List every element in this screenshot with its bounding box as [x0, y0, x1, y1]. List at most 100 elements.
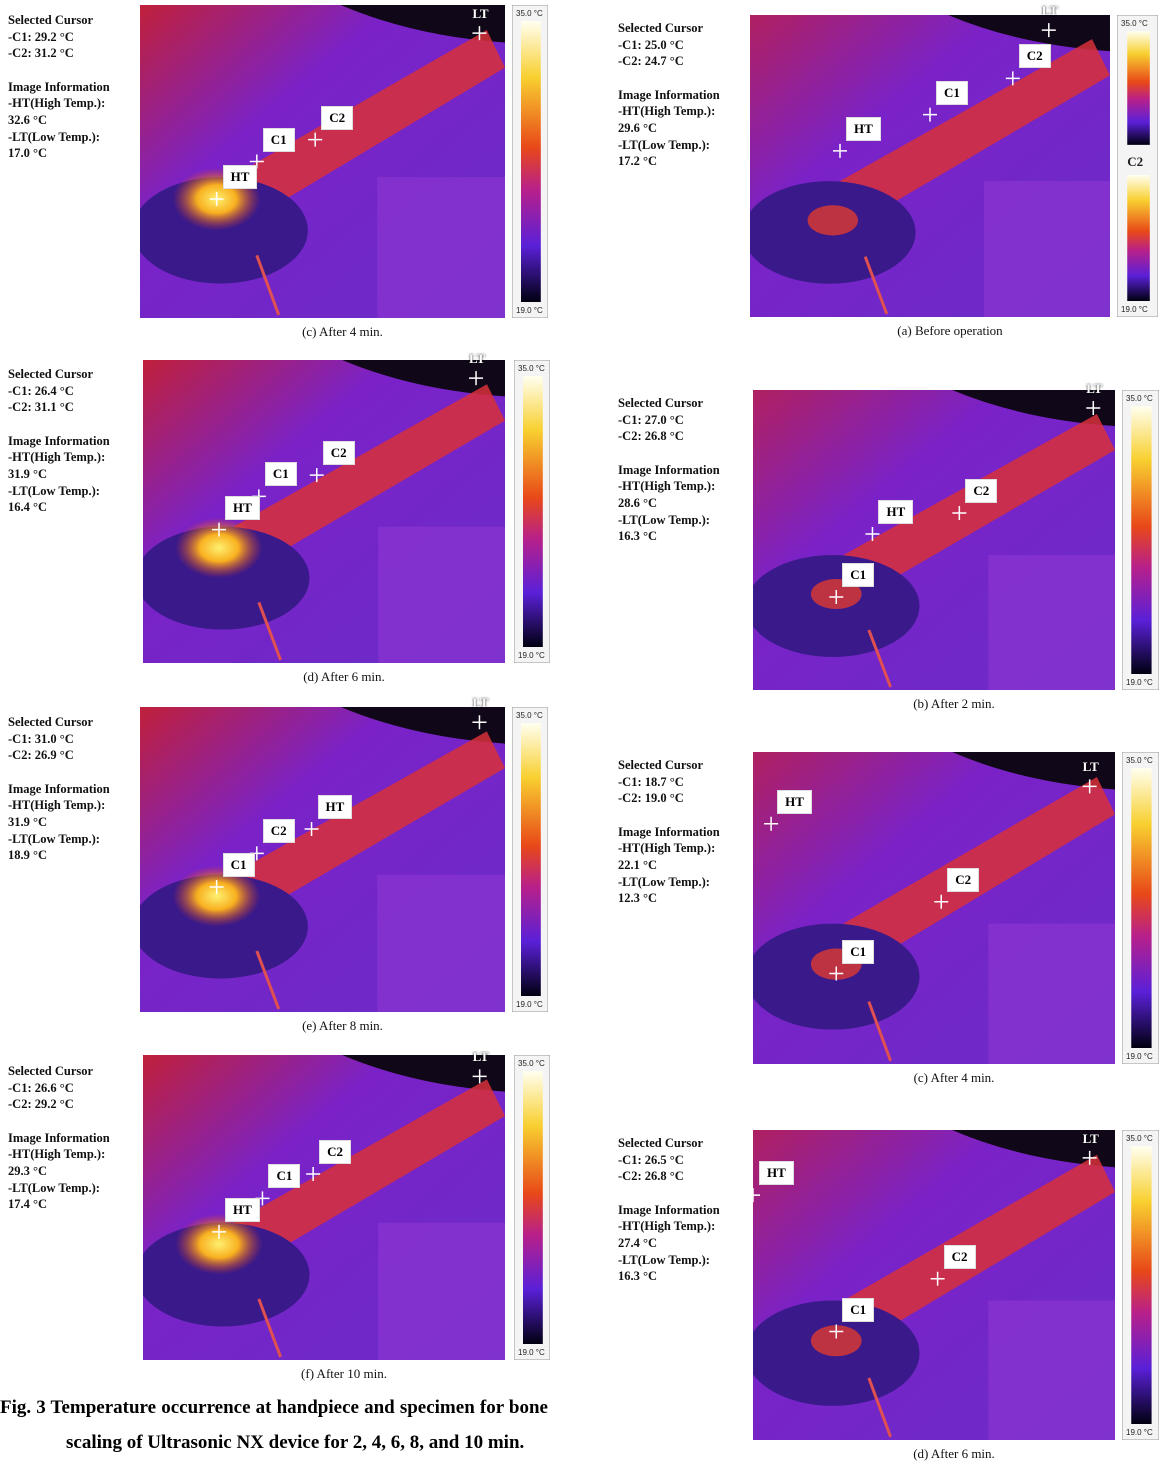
panel-caption: (a) Before operation [800, 323, 1100, 339]
marker-label: C2 [947, 868, 979, 892]
info-line: -HT(High Temp.): [618, 478, 720, 495]
info-line: 17.4 °C [8, 1196, 110, 1213]
info-line: Image Information [8, 1130, 110, 1147]
info-line: -C1: 27.0 °C [618, 412, 720, 429]
scale-min: 19.0 °C [516, 1000, 543, 1009]
panel-caption: (d) After 6 min. [194, 669, 494, 685]
scale-min: 19.0 °C [518, 651, 545, 660]
info-line: Selected Cursor [618, 395, 720, 412]
info-line: Image Information [8, 79, 110, 96]
marker-label: HT [318, 795, 353, 819]
marker-label: HT [759, 1161, 794, 1185]
colorbar [512, 5, 548, 318]
panel-caption: (c) After 4 min. [804, 1070, 1104, 1086]
colorbar [1122, 752, 1159, 1064]
info-line: -HT(High Temp.): [618, 1218, 720, 1235]
info-line: 18.9 °C [8, 847, 110, 864]
info-line: -C2: 26.9 °C [8, 747, 110, 764]
panel-caption: (d) After 6 min. [804, 1446, 1104, 1462]
info-line: -C2: 31.2 °C [8, 45, 110, 62]
thermal-image [140, 707, 505, 1012]
info-line: 16.3 °C [618, 528, 720, 545]
info-line: -LT(Low Temp.): [8, 831, 110, 848]
marker-label: HT [878, 500, 913, 524]
marker-label: C2 [944, 1245, 976, 1269]
marker-label: C1 [936, 81, 968, 105]
info-line: Image Information [618, 824, 720, 841]
colorbar [1122, 1130, 1159, 1440]
marker-label: C2 [1019, 44, 1051, 68]
thermal-image [753, 1130, 1115, 1440]
scale-max: 35.0 °C [516, 711, 543, 720]
info-line: -HT(High Temp.): [8, 797, 110, 814]
info-line: -HT(High Temp.): [8, 449, 110, 466]
marker-label: HT [225, 496, 260, 520]
info-line: Image Information [618, 1202, 720, 1219]
info-line: 17.2 °C [618, 153, 720, 170]
thermal-image [140, 5, 505, 318]
info-line: 22.1 °C [618, 857, 720, 874]
colorbar [1122, 390, 1159, 690]
info-line: Image Information [618, 462, 720, 479]
info-line: -C2: 24.7 °C [618, 53, 720, 70]
colorbar [514, 360, 550, 663]
cursor-info: Selected Cursor-C1: 26.6 °C-C2: 29.2 °CI… [8, 1063, 110, 1213]
info-line: -C1: 26.6 °C [8, 1080, 110, 1097]
cursor-info: Selected Cursor-C1: 27.0 °C-C2: 26.8 °CI… [618, 395, 720, 545]
info-line: 29.3 °C [8, 1163, 110, 1180]
info-line: -LT(Low Temp.): [618, 137, 720, 154]
marker-label: LT [465, 692, 495, 714]
marker-label: LT [465, 3, 495, 25]
thermal-image [753, 390, 1115, 690]
info-line: -LT(Low Temp.): [8, 483, 110, 500]
scale-max: 35.0 °C [518, 1059, 545, 1068]
scale-min: 19.0 °C [1121, 305, 1148, 314]
info-line: -HT(High Temp.): [618, 840, 720, 857]
info-line: -LT(Low Temp.): [8, 129, 110, 146]
marker-label: C2 [323, 441, 355, 465]
scale-max: 35.0 °C [1121, 19, 1148, 28]
scale-max: 35.0 °C [516, 9, 543, 18]
info-line: -C1: 26.5 °C [618, 1152, 720, 1169]
marker-label: LT [462, 348, 492, 370]
info-line: -HT(High Temp.): [8, 1146, 110, 1163]
thermal-image [143, 1055, 505, 1360]
info-line: Selected Cursor [8, 366, 110, 383]
marker-label: C2 [319, 1140, 351, 1164]
info-line: Selected Cursor [618, 20, 720, 37]
colorbar [512, 707, 548, 1012]
info-line: 32.6 °C [8, 112, 110, 129]
marker-label: C1 [842, 563, 874, 587]
info-line: 29.6 °C [618, 120, 720, 137]
scale-note: C2 [1127, 154, 1143, 170]
info-line: 17.0 °C [8, 145, 110, 162]
panel-caption: (c) After 4 min. [193, 324, 493, 340]
marker-label: C1 [263, 128, 295, 152]
scale-min: 19.0 °C [1126, 678, 1153, 687]
info-line: -C2: 26.8 °C [618, 1168, 720, 1185]
page: Fig. 3 Temperature occurrence at handpie… [0, 0, 1168, 1466]
scale-max: 35.0 °C [518, 364, 545, 373]
info-line: 16.4 °C [8, 499, 110, 516]
scale-max: 35.0 °C [1126, 756, 1153, 765]
colorbar [514, 1055, 550, 1360]
info-line: 31.9 °C [8, 814, 110, 831]
thermal-image [750, 15, 1110, 317]
scale-min: 19.0 °C [1126, 1428, 1153, 1437]
panel-caption: (e) After 8 min. [193, 1018, 493, 1034]
marker-label: C1 [268, 1164, 300, 1188]
info-line: -C2: 31.1 °C [8, 399, 110, 416]
info-line: -C1: 25.0 °C [618, 37, 720, 54]
marker-label: HT [225, 1198, 260, 1222]
marker-label: LT [1076, 1128, 1106, 1150]
marker-label: LT [1079, 378, 1109, 400]
scale-max: 35.0 °C [1126, 394, 1153, 403]
marker-label: HT [223, 165, 258, 189]
info-line: -C1: 31.0 °C [8, 731, 110, 748]
marker-label: C2 [321, 106, 353, 130]
info-line: -LT(Low Temp.): [8, 1180, 110, 1197]
marker-label: C1 [842, 940, 874, 964]
